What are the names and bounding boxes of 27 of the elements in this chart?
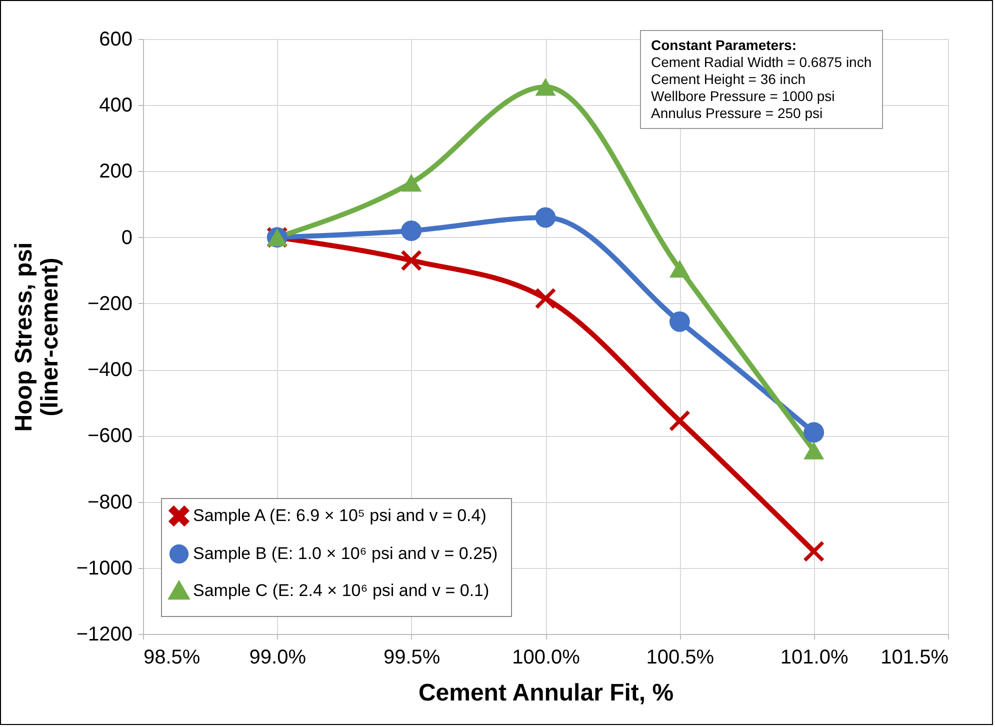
annotation: Cement Radial Width = 0.6875 inch — [651, 54, 872, 71]
y-tick-label: −1000 — [76, 557, 132, 580]
x-tick-label: 100.5% — [646, 646, 714, 668]
y-tick-label: 0 — [121, 226, 132, 249]
x-tick-label: 100.0% — [512, 646, 580, 668]
y-tick-label: −600 — [87, 425, 132, 448]
y-axis-title: Hoop Stress, psi (liner-cement) — [10, 242, 64, 432]
y-tick-label: 400 — [99, 94, 132, 117]
annotation: Annulus Pressure = 250 psi — [651, 105, 824, 122]
x-tick-label: 98.5% — [144, 646, 200, 668]
x-tick-label: 101.0% — [780, 646, 848, 668]
annotation: Constant Parameters: — [651, 37, 798, 54]
legend-label: Sample A (E: 6.9 × 10⁵ psi and v = 0.4) — [193, 506, 486, 525]
y-tick-label: −800 — [87, 491, 132, 514]
y-tick-label: −1200 — [76, 624, 132, 646]
legend-label: Sample B (E: 1.0 × 10⁶ psi and v = 0.25) — [193, 544, 498, 563]
x-tick-label: 99.0% — [249, 646, 306, 668]
x-axis-title: Cement Annular Fit, % — [418, 680, 674, 706]
legend-label: Sample C (E: 2.4 × 10⁶ psi and v = 0.1) — [193, 581, 490, 600]
annotation: Wellbore Pressure = 1000 psi — [651, 88, 836, 105]
x-tick-label: 99.5% — [383, 646, 440, 668]
y-tick-label: −200 — [87, 292, 132, 315]
y-tick-label: 200 — [99, 160, 132, 183]
y-tick-label: −400 — [87, 359, 132, 382]
annotation: Cement Height = 36 inch — [651, 71, 806, 88]
y-tick-label: 600 — [99, 28, 132, 50]
x-tick-label: 101.5% — [880, 646, 949, 668]
